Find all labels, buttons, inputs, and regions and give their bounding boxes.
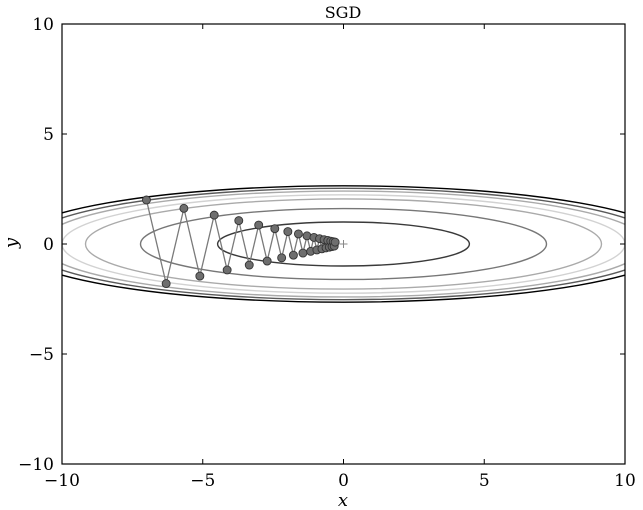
y-tick-label: −5 [29, 345, 54, 365]
axis-ticks: −10 −5 0 5 10 −10 −5 0 5 10 [18, 15, 636, 491]
x-tick-label: −5 [190, 471, 215, 491]
path-point [270, 224, 280, 234]
path-point [277, 253, 287, 263]
y-tick-label: 10 [32, 15, 54, 35]
y-axis-label: y [1, 237, 22, 249]
path-point [222, 265, 232, 275]
path-point [209, 210, 219, 220]
path-point [288, 250, 298, 260]
y-tick-label: −10 [18, 455, 54, 475]
path-point [179, 203, 189, 213]
y-tick-label: 0 [43, 235, 54, 255]
x-tick-label: 5 [479, 471, 490, 491]
contour-level-5 [62, 187, 625, 301]
path-point [254, 220, 264, 230]
contour-level-2 [84, 198, 603, 290]
path-point [262, 256, 272, 266]
path-point [161, 279, 171, 289]
path-point [195, 271, 205, 281]
contour-lines [62, 185, 625, 303]
path-point [234, 216, 244, 226]
contour-level-4 [62, 190, 625, 298]
chart-title: SGD [325, 3, 362, 22]
minimum-marker [339, 240, 348, 248]
contour-level-6 [62, 185, 625, 303]
y-tick-label: 5 [43, 125, 54, 145]
path-line-0 [145, 199, 336, 284]
path-point [244, 260, 254, 270]
x-axis-label: x [338, 490, 348, 510]
contour-level-3 [62, 194, 625, 294]
path-point [293, 229, 303, 239]
x-tick-label: 0 [338, 471, 349, 491]
optimizer-path [141, 195, 340, 289]
x-tick-label: 10 [614, 471, 636, 491]
x-tick-label: −10 [44, 471, 80, 491]
contour-level-1 [139, 207, 548, 281]
path-point [283, 227, 293, 237]
path-point [298, 248, 308, 258]
path-point [330, 237, 340, 247]
path-point [141, 195, 151, 205]
contour-level-0 [216, 221, 471, 267]
